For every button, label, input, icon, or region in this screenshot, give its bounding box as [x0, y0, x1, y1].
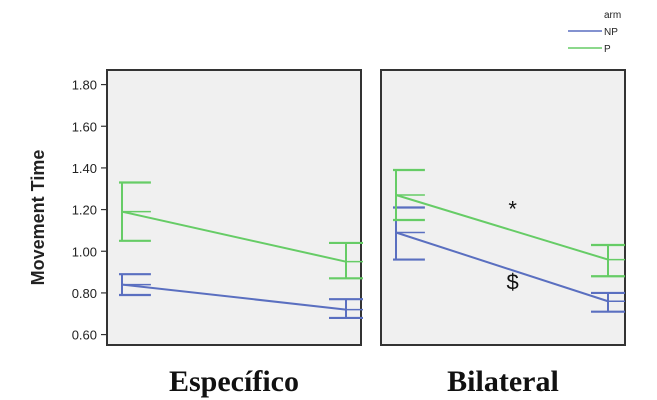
- series-line-np: [121, 283, 347, 311]
- y-tick-label: 0.80: [72, 286, 97, 301]
- series-p: [393, 168, 625, 278]
- annotation-dollar: $: [506, 270, 518, 295]
- annotation-asterisk: *: [508, 197, 517, 222]
- series-np: [119, 273, 363, 320]
- panel-especifico: [106, 69, 363, 346]
- y-tick-label: 1.20: [72, 203, 97, 218]
- panel-frame: [380, 69, 626, 346]
- panel-titles: Específico Bilateral: [169, 365, 559, 398]
- y-tick-label: 1.00: [72, 244, 97, 259]
- series-line-p: [121, 210, 347, 263]
- legend-label-np: NP: [604, 27, 618, 38]
- legend-title: arm: [604, 10, 621, 21]
- error-bar-np: [591, 291, 625, 313]
- panel-title: Específico: [169, 365, 299, 398]
- panels-layer: *$: [106, 69, 626, 346]
- error-bar-p: [393, 168, 425, 222]
- error-bar-p: [119, 181, 151, 242]
- y-tick-label: 1.80: [72, 78, 97, 93]
- y-tick-label: 1.40: [72, 161, 97, 176]
- series-p: [119, 181, 363, 280]
- series-line-p: [395, 194, 609, 261]
- y-axis: 0.60 0.80 1.00 1.20 1.40 1.60 1.80 Movement Tim…: [28, 78, 107, 343]
- panel-frame: [106, 69, 362, 346]
- legend: arm NP P: [568, 10, 621, 55]
- panel-bilateral: *$: [380, 69, 626, 346]
- legend-label-p: P: [604, 44, 611, 55]
- y-tick-label: 1.60: [72, 119, 97, 134]
- error-bar-p: [329, 241, 363, 280]
- y-axis-title: Movement Time: [28, 150, 48, 286]
- y-tick-label: 0.60: [72, 328, 97, 343]
- panel-title: Bilateral: [447, 365, 559, 398]
- series-line-np: [395, 231, 609, 303]
- error-bar-np: [329, 298, 363, 320]
- error-bar-p: [591, 243, 625, 278]
